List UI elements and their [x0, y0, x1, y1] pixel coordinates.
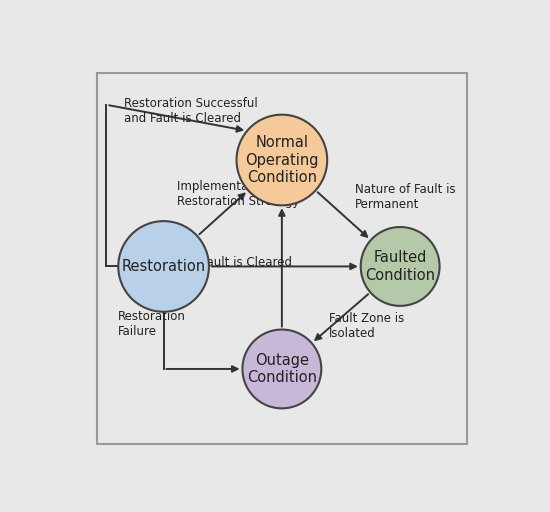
Text: Restoration
Failure: Restoration Failure — [118, 310, 186, 337]
Text: Normal
Operating
Condition: Normal Operating Condition — [245, 135, 318, 185]
FancyBboxPatch shape — [97, 73, 467, 444]
Text: Restoration: Restoration — [122, 259, 206, 274]
Text: Nature of Fault is
Permanent: Nature of Fault is Permanent — [355, 183, 455, 211]
Text: Restoration Successful
and Fault is Cleared: Restoration Successful and Fault is Clea… — [124, 97, 258, 125]
Circle shape — [236, 115, 327, 205]
Text: Fault Zone is
Isolated: Fault Zone is Isolated — [329, 312, 404, 339]
Text: Implementation of
Restoration Strategy: Implementation of Restoration Strategy — [178, 180, 300, 207]
Circle shape — [118, 221, 209, 312]
Text: Fault is Cleared: Fault is Cleared — [201, 256, 292, 269]
Circle shape — [243, 330, 321, 409]
Text: Outage
Condition: Outage Condition — [247, 353, 317, 385]
Circle shape — [361, 227, 439, 306]
Text: Faulted
Condition: Faulted Condition — [365, 250, 435, 283]
